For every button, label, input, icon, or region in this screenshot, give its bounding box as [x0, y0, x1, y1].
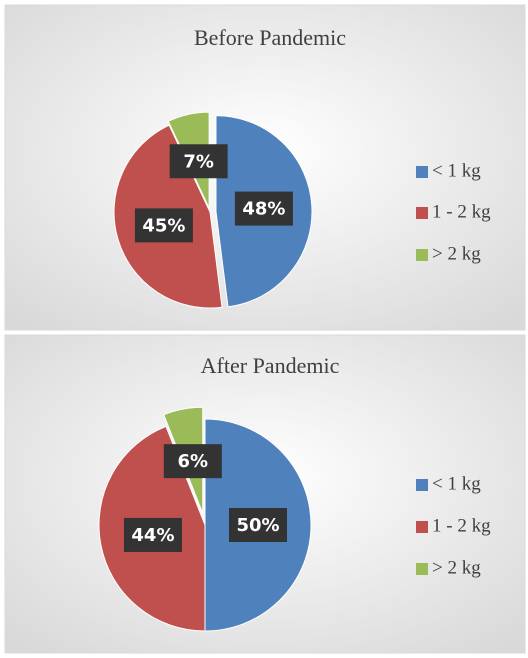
legend-swatch: [416, 563, 428, 575]
data-label: 7%: [183, 151, 214, 172]
legend-swatch: [416, 249, 428, 261]
legend-label: < 1 kg: [432, 473, 481, 494]
legend-label: < 1 kg: [432, 160, 481, 181]
data-label-box: [134, 208, 193, 243]
legend-swatch: [416, 207, 428, 219]
chart-title: After Pandemic: [201, 353, 340, 378]
data-label-box: [123, 517, 182, 552]
legend-swatch: [416, 479, 428, 491]
legend-label: 1 - 2 kg: [432, 201, 491, 222]
legend-label: > 2 kg: [432, 243, 481, 264]
data-label-box: [234, 191, 293, 226]
data-label-box: [229, 508, 287, 542]
data-label: 45%: [142, 215, 185, 236]
data-label: 48%: [242, 199, 285, 220]
legend-swatch: [416, 521, 428, 533]
chart-title: Before Pandemic: [194, 25, 346, 50]
legend-swatch: [416, 166, 428, 178]
data-label: 50%: [236, 515, 279, 536]
legend-label: 1 - 2 kg: [432, 515, 491, 536]
data-label-box: [163, 444, 222, 479]
data-label: 6%: [178, 451, 209, 472]
legend-label: > 2 kg: [432, 557, 481, 578]
data-label: 44%: [131, 525, 174, 546]
data-label-box: [169, 144, 228, 179]
